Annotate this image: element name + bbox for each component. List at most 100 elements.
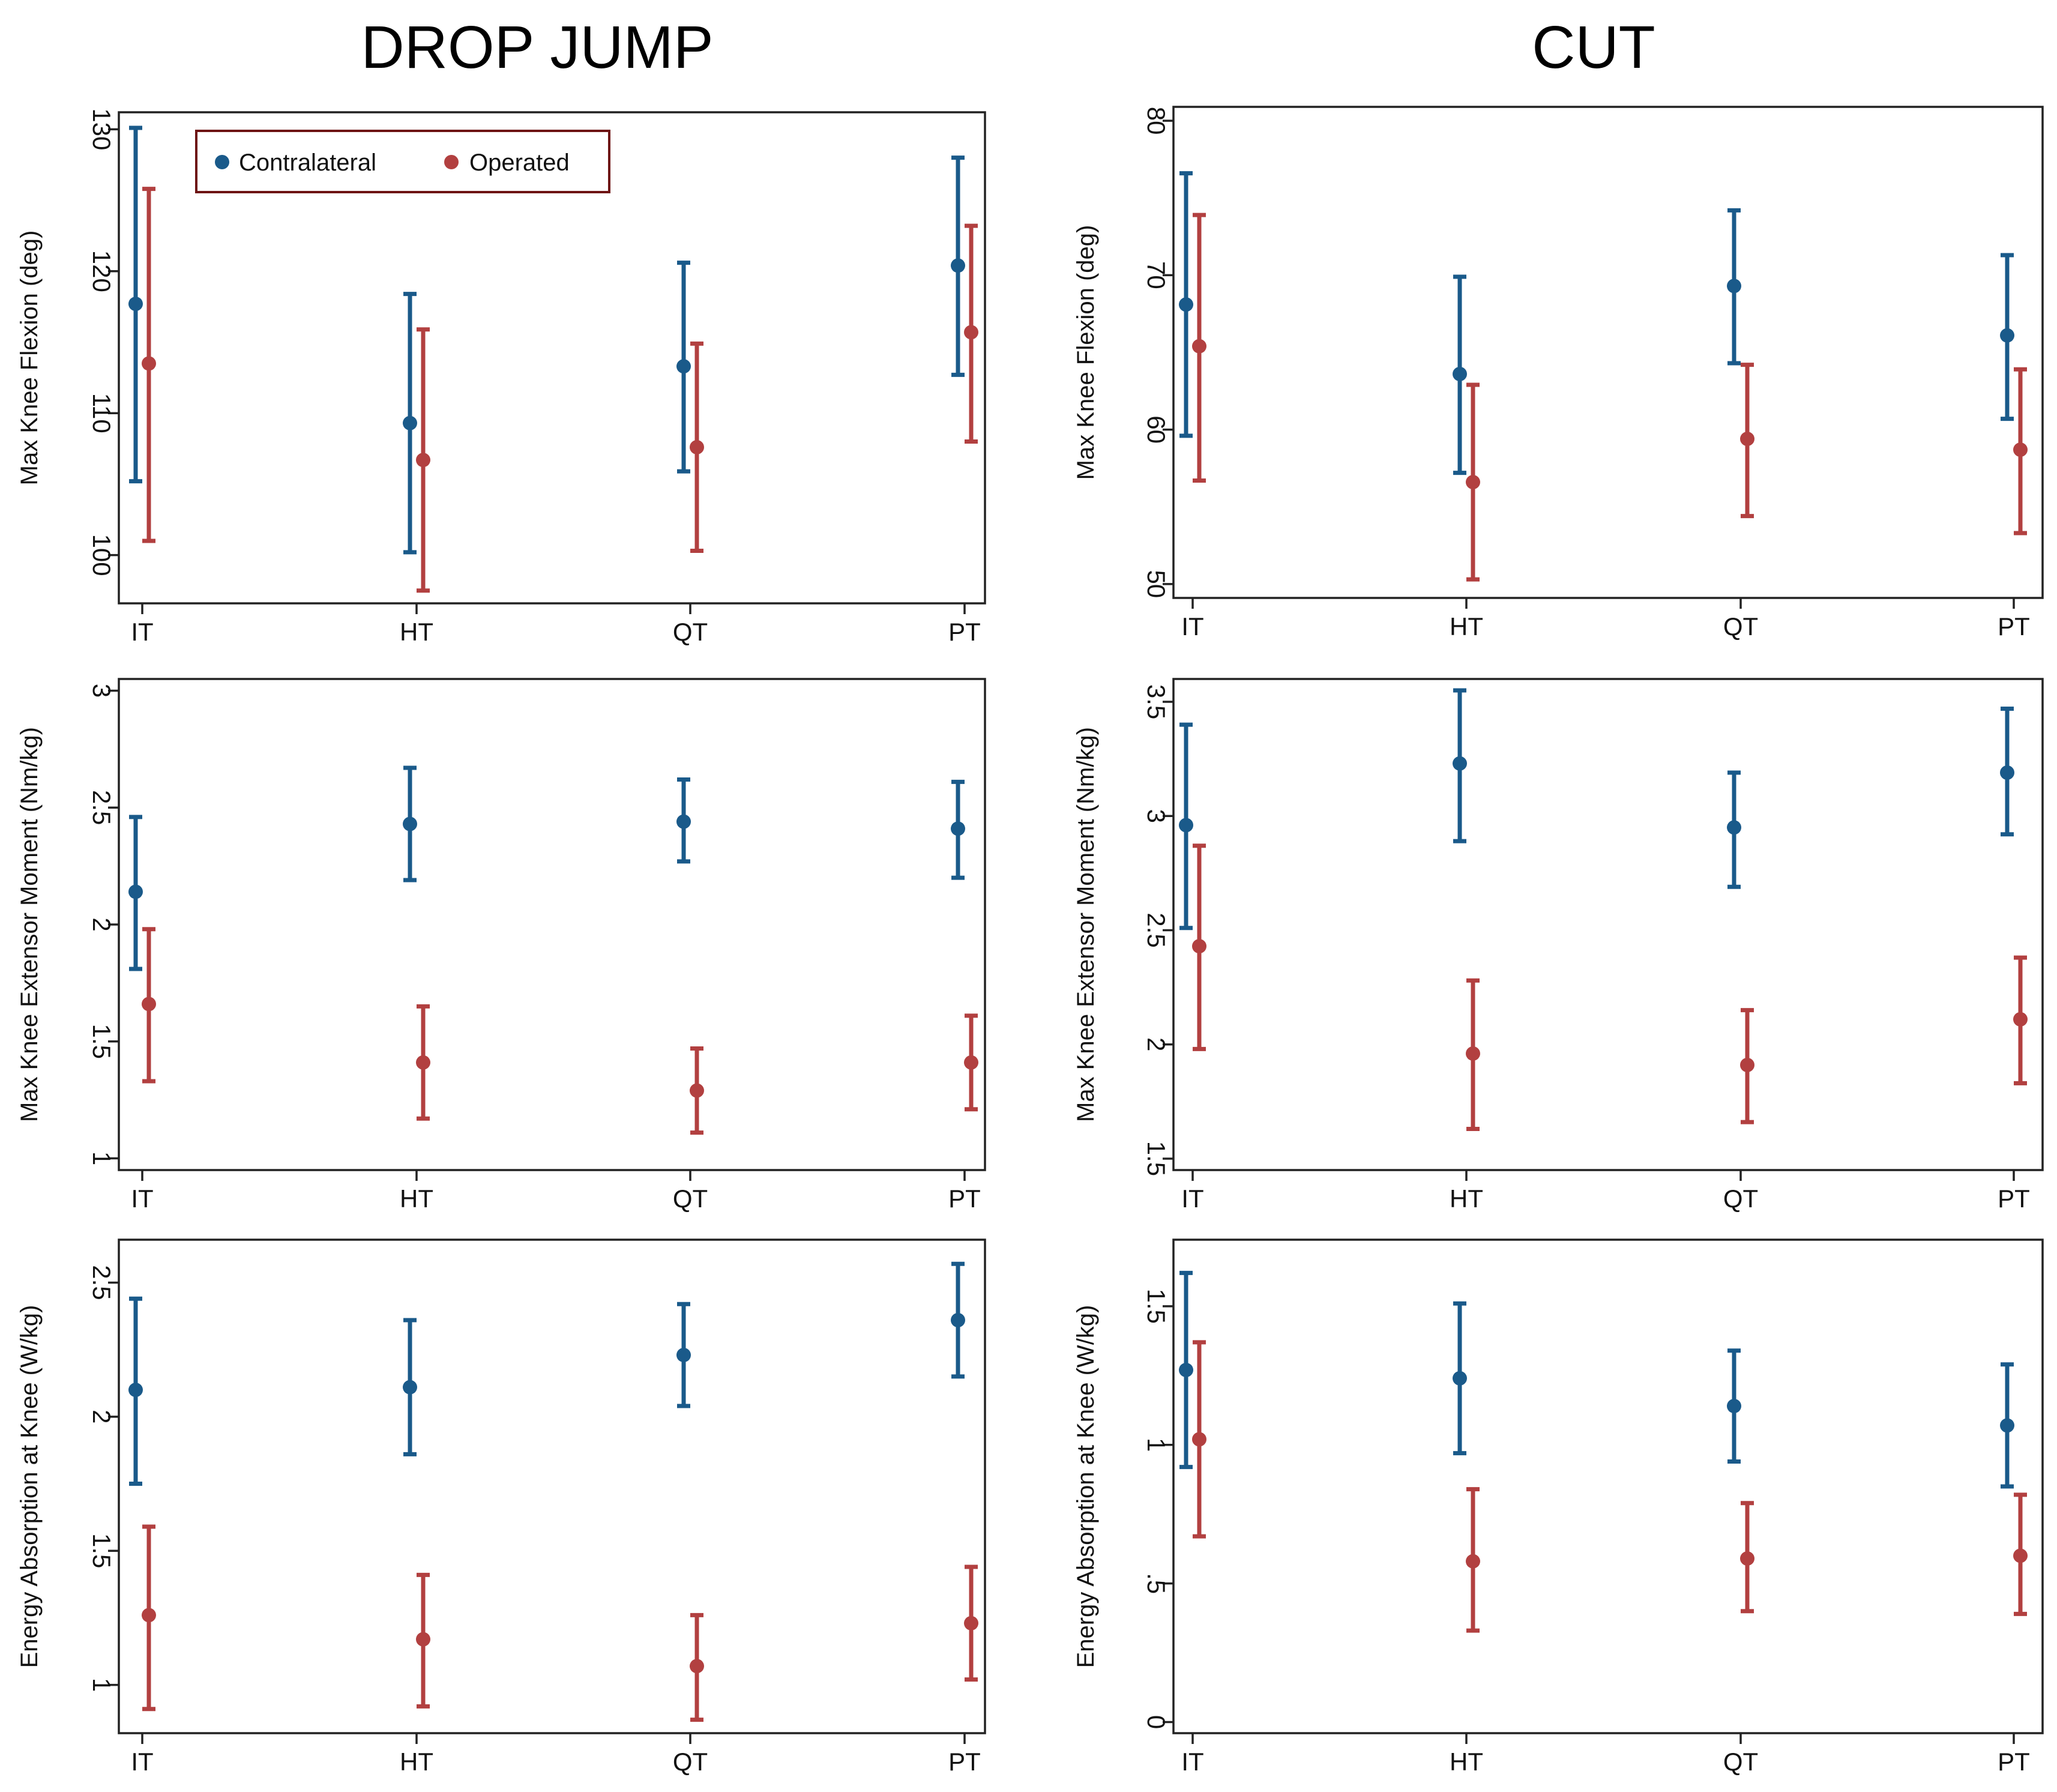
dj-flexion-operated-point	[416, 453, 430, 468]
dj-moment-operated-point	[964, 1055, 978, 1070]
cut-flexion-contralateral-point	[2000, 328, 2014, 343]
dj-flexion-contralateral-point	[403, 415, 417, 430]
cut-flexion-xtick-label: HT	[1450, 612, 1483, 641]
dj-energy-xtick-label: HT	[400, 1748, 433, 1776]
dj-moment-ytick-label: 1	[88, 1151, 116, 1165]
cut-flexion-operated-point	[1192, 339, 1206, 354]
dj-moment-operated-point	[416, 1055, 430, 1070]
dj-moment-operated-point	[142, 997, 156, 1012]
cut-moment-operated-point	[2013, 1012, 2028, 1027]
dj-energy-ytick-label: 2.5	[88, 1265, 116, 1300]
cut-flexion-operated-point	[1466, 475, 1480, 490]
dj-energy-ytick-label: 1	[88, 1678, 116, 1692]
legend-label-contralateral: Contralateral	[239, 149, 376, 176]
cut-energy-xtick-label: PT	[1998, 1748, 2030, 1776]
dj-energy-contralateral-point	[403, 1380, 417, 1395]
legend-marker-operated	[444, 155, 459, 169]
dj-flexion-plot-area	[118, 111, 986, 605]
dj-energy-operated-point	[964, 1616, 978, 1631]
dj-energy-xtick-label: PT	[948, 1748, 981, 1776]
dj-energy-contralateral-point	[676, 1348, 691, 1363]
dj-moment-contralateral-point	[676, 814, 691, 829]
cut-energy-xtick-label: HT	[1450, 1748, 1483, 1776]
cut-moment-ytick-label: 1.5	[1142, 1141, 1170, 1176]
cut-flexion-xtick-label: QT	[1723, 612, 1758, 641]
cut-moment-contralateral-point	[2000, 765, 2014, 780]
dj-flexion-ylabel: Max Knee Flexion (deg)	[16, 231, 43, 486]
dj-moment-contralateral-point	[128, 884, 143, 899]
dj-flexion-ytick-label: 130	[88, 108, 116, 150]
dj-energy-xtick-label: QT	[673, 1748, 708, 1776]
dj-energy-operated-point	[142, 1608, 156, 1623]
cut-moment-ytick-label: 3	[1142, 809, 1170, 823]
cut-flexion-operated-point	[1740, 432, 1754, 447]
dj-moment-contralateral-point	[951, 821, 965, 836]
cut-flexion-ytick-label: 60	[1142, 415, 1170, 444]
cut-energy-plot-area	[1172, 1238, 2044, 1734]
cut-moment-xtick-label: HT	[1450, 1184, 1483, 1213]
column-title-cut: CUT	[1532, 14, 1655, 81]
cut-moment-plot-area	[1172, 678, 2044, 1171]
cut-moment-ytick-label: 3.5	[1142, 684, 1170, 719]
dj-energy-ylabel: Energy Absorption at Knee (W/kg)	[16, 1305, 43, 1668]
cut-flexion-ylabel: Max Knee Flexion (deg)	[1073, 225, 1099, 480]
dj-moment-contralateral-point	[403, 816, 417, 831]
dj-moment-ytick-label: 2.5	[88, 790, 116, 825]
cut-energy-ytick-label: 1.5	[1142, 1289, 1170, 1324]
cut-flexion-plot-area	[1172, 106, 2044, 599]
cut-moment-contralateral-point	[1179, 818, 1193, 833]
dj-flexion-xtick-label: QT	[673, 618, 708, 646]
cut-moment-operated-point	[1466, 1046, 1480, 1061]
cut-flexion-contralateral-point	[1453, 367, 1467, 382]
cut-moment-xtick-label: QT	[1723, 1184, 1758, 1213]
dj-moment-ytick-label: 2	[88, 917, 116, 931]
cut-energy-contralateral-point	[1453, 1371, 1467, 1386]
dj-flexion-contralateral-point	[676, 359, 691, 374]
dj-moment-xtick-label: PT	[948, 1184, 981, 1213]
cut-energy-xtick-label: IT	[1181, 1748, 1203, 1776]
cut-moment-xtick-label: PT	[1998, 1184, 2030, 1213]
cut-energy-ylabel: Energy Absorption at Knee (W/kg)	[1073, 1305, 1099, 1668]
cut-moment-operated-point	[1192, 939, 1206, 954]
legend-marker-contralateral	[215, 155, 229, 169]
cut-energy-ytick-label: .5	[1142, 1573, 1170, 1594]
dj-flexion-contralateral-point	[128, 297, 143, 312]
dj-moment-ytick-label: 3	[88, 684, 116, 698]
dj-energy-ytick-label: 2	[88, 1410, 116, 1423]
dj-energy-contralateral-point	[951, 1313, 965, 1328]
dj-moment-ytick-label: 1.5	[88, 1024, 116, 1059]
cut-energy-xtick-label: QT	[1723, 1748, 1758, 1776]
dj-energy-xtick-label: IT	[131, 1748, 153, 1776]
dj-flexion-ytick-label: 110	[88, 393, 116, 433]
cut-moment-operated-point	[1740, 1057, 1754, 1072]
dj-moment-ylabel: Max Knee Extensor Moment (Nm/kg)	[16, 727, 43, 1122]
cut-energy-operated-point	[1466, 1554, 1480, 1569]
legend-box	[195, 130, 610, 193]
dj-energy-operated-point	[690, 1659, 704, 1674]
cut-moment-contralateral-point	[1727, 820, 1741, 835]
legend-label-operated: Operated	[469, 149, 570, 176]
dj-flexion-operated-point	[964, 325, 978, 340]
cut-moment-ytick-label: 2.5	[1142, 913, 1170, 947]
cut-flexion-ytick-label: 70	[1142, 261, 1170, 289]
dj-flexion-contralateral-point	[951, 258, 965, 273]
dj-energy-plot-area	[118, 1238, 986, 1734]
cut-moment-contralateral-point	[1453, 756, 1467, 771]
dj-flexion-operated-point	[690, 439, 704, 454]
dj-moment-operated-point	[690, 1083, 704, 1098]
cut-moment-xtick-label: IT	[1181, 1184, 1203, 1213]
cut-energy-ytick-label: 1	[1142, 1438, 1170, 1452]
dj-flexion-xtick-label: HT	[400, 618, 433, 646]
cut-moment-ytick-label: 2	[1142, 1037, 1170, 1051]
cut-flexion-xtick-label: IT	[1181, 612, 1203, 641]
dj-flexion-ytick-label: 100	[88, 534, 116, 576]
dj-moment-plot-area	[118, 678, 986, 1171]
cut-energy-ytick-label: 0	[1142, 1715, 1170, 1729]
cut-flexion-contralateral-point	[1727, 279, 1741, 294]
dj-energy-operated-point	[416, 1632, 430, 1647]
cut-flexion-operated-point	[2013, 442, 2028, 457]
cut-energy-contralateral-point	[1727, 1399, 1741, 1414]
dj-moment-xtick-label: IT	[131, 1184, 153, 1213]
cut-flexion-xtick-label: PT	[1998, 612, 2030, 641]
